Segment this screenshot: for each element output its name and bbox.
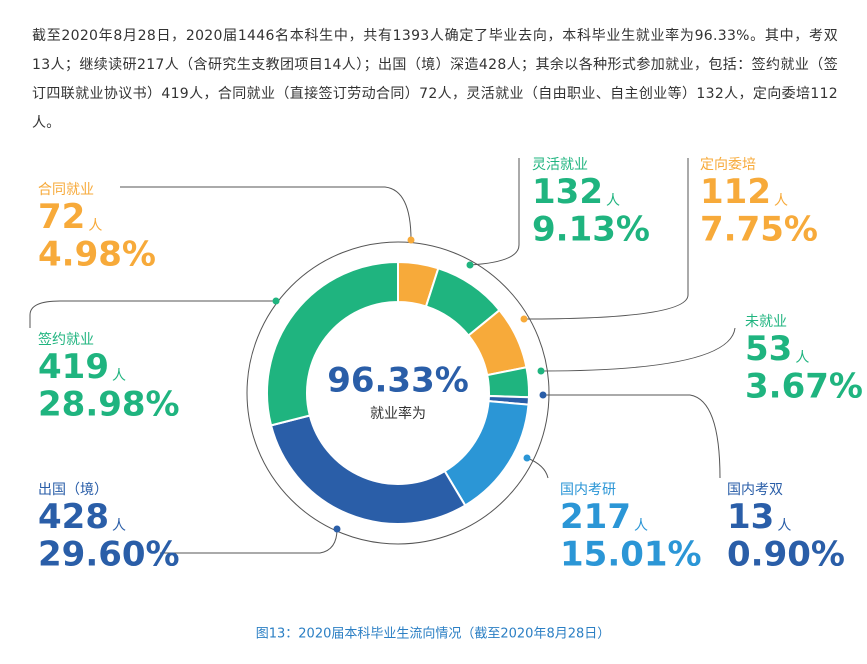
count-value: 53	[745, 329, 792, 369]
count-value: 13	[727, 497, 774, 537]
category-label: 灵活就业	[532, 157, 588, 173]
count-value: 72	[38, 197, 85, 237]
category-label: 未就业	[745, 314, 787, 330]
percent-label: 9.13%	[532, 210, 650, 250]
category-label: 定向委培	[700, 157, 756, 173]
donut-segment	[266, 260, 399, 427]
count-value: 217	[560, 497, 631, 537]
count-label: 13 人	[727, 497, 791, 537]
count-unit: 人	[777, 518, 791, 534]
category-label: 出国（境）	[38, 482, 108, 498]
leader-line	[526, 457, 549, 479]
count-value: 132	[532, 172, 603, 212]
leader-dot	[520, 315, 528, 323]
count-unit: 人	[606, 193, 620, 209]
count-unit: 人	[112, 368, 126, 384]
center-value: 96.33%	[327, 361, 469, 401]
category-label: 国内考双	[727, 482, 783, 498]
percent-label: 29.60%	[38, 535, 180, 575]
leader-dot	[466, 261, 474, 269]
leader-dot	[523, 454, 531, 462]
count-label: 132 人	[532, 172, 620, 212]
count-label: 53 人	[745, 329, 809, 369]
count-unit: 人	[795, 350, 809, 366]
leader-dot	[539, 391, 547, 399]
count-label: 72 人	[38, 197, 102, 237]
leader-line	[540, 327, 736, 372]
percent-label: 4.98%	[38, 235, 156, 275]
leader-dot	[407, 236, 415, 244]
center-text: 就业率为	[370, 405, 426, 422]
count-label: 217 人	[560, 497, 648, 537]
count-label: 428 人	[38, 497, 126, 537]
leader-line	[523, 158, 689, 320]
percent-label: 15.01%	[560, 535, 702, 575]
count-value: 112	[700, 172, 771, 212]
leader-dot	[333, 525, 341, 533]
leader-line	[160, 528, 338, 554]
category-label: 国内考研	[560, 482, 616, 498]
leader-line	[469, 158, 520, 266]
count-unit: 人	[88, 218, 102, 234]
leader-dot	[537, 367, 545, 375]
outer-ring	[246, 241, 550, 545]
count-label: 419 人	[38, 347, 126, 387]
percent-label: 3.67%	[745, 367, 863, 407]
category-label: 合同就业	[38, 182, 94, 198]
leader-line	[29, 300, 276, 328]
leader-line	[120, 186, 412, 241]
intro-text: 截至2020年8月28日，2020届1446名本科生中，共有1393人确定了毕业…	[32, 28, 838, 131]
caption: 图13：2020届本科毕业生流向情况（截至2020年8月28日）	[256, 626, 611, 642]
percent-label: 7.75%	[700, 210, 818, 250]
count-unit: 人	[634, 518, 648, 534]
percent-label: 28.98%	[38, 385, 180, 425]
count-unit: 人	[774, 193, 788, 209]
category-label: 签约就业	[38, 331, 94, 348]
count-value: 428	[38, 497, 109, 537]
leader-line	[543, 394, 721, 479]
donut-segment	[443, 400, 530, 507]
count-label: 112 人	[700, 172, 788, 212]
count-value: 419	[38, 347, 109, 387]
percent-label: 0.90%	[727, 535, 845, 575]
leader-dot	[272, 297, 280, 305]
count-unit: 人	[112, 518, 126, 534]
